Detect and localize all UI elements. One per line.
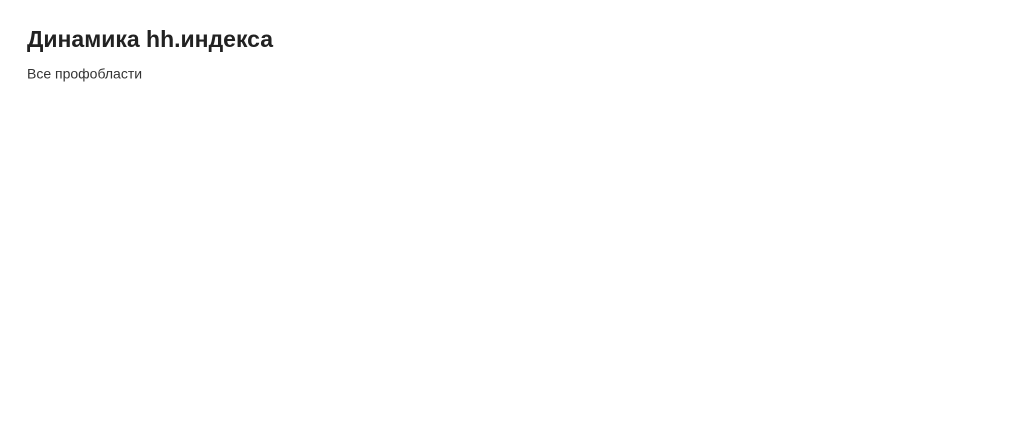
chart-subtitle: Все профобласти <box>27 66 142 82</box>
chart-title: Динамика hh.индекса <box>27 26 273 52</box>
